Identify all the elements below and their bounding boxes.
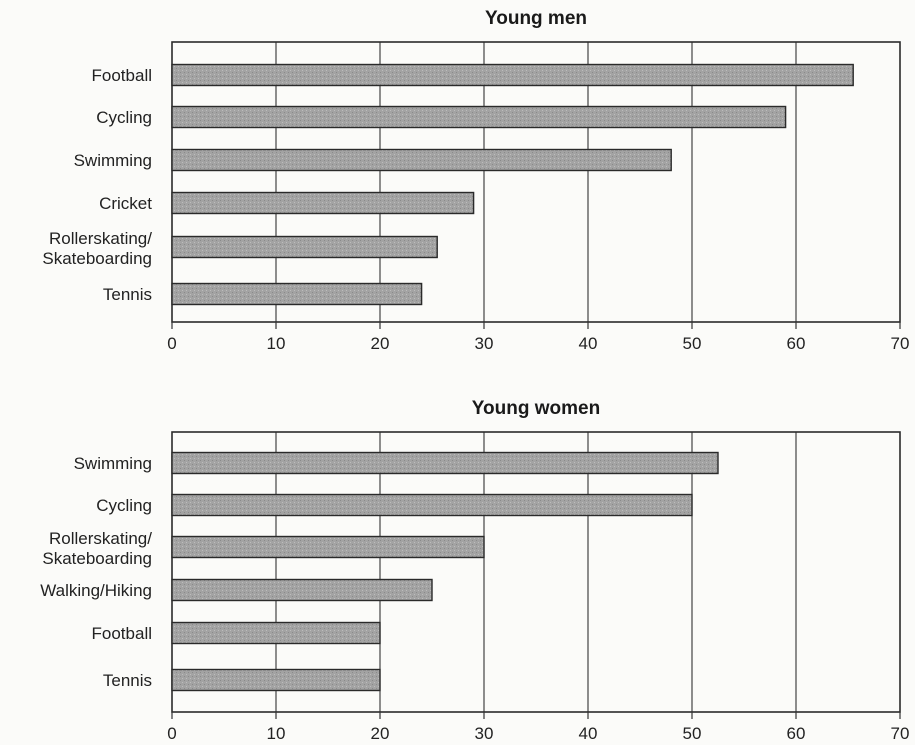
bar: [171, 148, 672, 172]
bar: [171, 535, 485, 559]
x-tick-label: 40: [579, 334, 598, 353]
category-label: Cycling: [96, 496, 152, 515]
bar: [171, 191, 475, 215]
category-label: Cricket: [99, 194, 152, 213]
category-label: Walking/Hiking: [40, 581, 152, 600]
category-label: Rollerskating/Skateboarding: [42, 529, 152, 568]
x-tick-label: 60: [787, 724, 806, 743]
category-label: Football: [92, 624, 152, 643]
x-tick-label: 10: [267, 334, 286, 353]
x-tick-label: 30: [475, 724, 494, 743]
bar: [171, 282, 423, 306]
category-label: Swimming: [74, 454, 152, 473]
x-tick-label: 50: [683, 334, 702, 353]
x-tick-label: 20: [371, 724, 390, 743]
category-label: Tennis: [103, 285, 152, 304]
bar: [171, 578, 433, 602]
plot-frame: [171, 431, 901, 713]
young-women-chart: Young women 0 10 20 30 40 50 60 70 Swimming Cycli…: [40, 398, 909, 743]
bar: [171, 451, 719, 475]
bar: [171, 105, 787, 129]
bar: [171, 63, 854, 87]
x-tick-label: 30: [475, 334, 494, 353]
category-label: Rollerskating/Skateboarding: [42, 229, 152, 268]
chart-title: Young men: [485, 8, 587, 29]
chart-title: Young women: [472, 398, 600, 419]
category-label: Football: [92, 66, 152, 85]
x-tick-label: 70: [891, 334, 910, 353]
bar: [171, 668, 381, 692]
bar: [171, 621, 381, 645]
x-tick-label: 40: [579, 724, 598, 743]
bar: [171, 493, 693, 517]
x-tick-label: 10: [267, 724, 286, 743]
bar: [171, 235, 438, 259]
young-men-chart: Young men 0 10 20 30 40 50 60 70 Football Cycling…: [42, 8, 909, 353]
x-tick-label: 0: [167, 724, 176, 743]
x-tick-label: 0: [167, 334, 176, 353]
category-label: Swimming: [74, 151, 152, 170]
x-tick-label: 20: [371, 334, 390, 353]
plot-frame: [171, 41, 901, 323]
x-tick-label: 50: [683, 724, 702, 743]
category-label: Tennis: [103, 671, 152, 690]
category-label: Cycling: [96, 108, 152, 127]
x-tick-label: 70: [891, 724, 910, 743]
x-tick-label: 60: [787, 334, 806, 353]
